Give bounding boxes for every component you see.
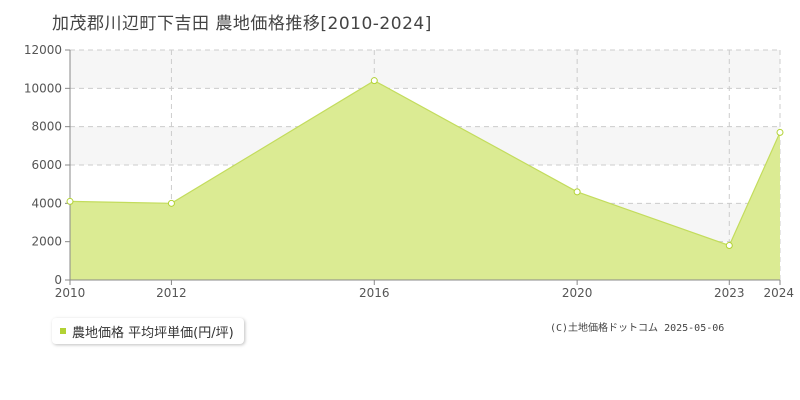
y-tick-label: 6000 bbox=[31, 158, 62, 172]
y-tick-label: 8000 bbox=[31, 120, 62, 134]
legend-label: 農地価格 平均坪単価(円/坪) bbox=[72, 325, 234, 341]
x-tick-label: 2010 bbox=[55, 286, 86, 300]
data-point bbox=[66, 197, 74, 205]
grid-band bbox=[70, 50, 780, 89]
data-point bbox=[725, 242, 733, 249]
data-point bbox=[776, 128, 784, 136]
y-tick-label: 2000 bbox=[31, 235, 62, 249]
x-tick-label: 2016 bbox=[359, 286, 390, 300]
legend-swatch bbox=[60, 328, 66, 334]
y-tick-label: 4000 bbox=[31, 196, 62, 210]
y-tick-label: 0 bbox=[54, 273, 62, 287]
data-point bbox=[573, 188, 581, 196]
credit-text: (C)土地価格ドットコム 2025-05-06 bbox=[550, 323, 725, 334]
series-line bbox=[69, 80, 781, 247]
x-tick-label: 2023 bbox=[714, 286, 745, 300]
x-tick-label: 2024 bbox=[763, 286, 794, 300]
y-tick-label: 10000 bbox=[24, 81, 62, 95]
data-point bbox=[370, 77, 378, 85]
legend: 農地価格 平均坪単価(円/坪) bbox=[52, 318, 244, 344]
x-tick-label: 2012 bbox=[156, 286, 187, 300]
y-tick-label: 12000 bbox=[24, 43, 62, 57]
series-area bbox=[70, 80, 780, 280]
chart-title: 加茂郡川辺町下吉田 農地価格推移[2010-2024] bbox=[52, 14, 432, 34]
x-tick-label: 2020 bbox=[562, 286, 593, 300]
data-point bbox=[167, 199, 175, 207]
